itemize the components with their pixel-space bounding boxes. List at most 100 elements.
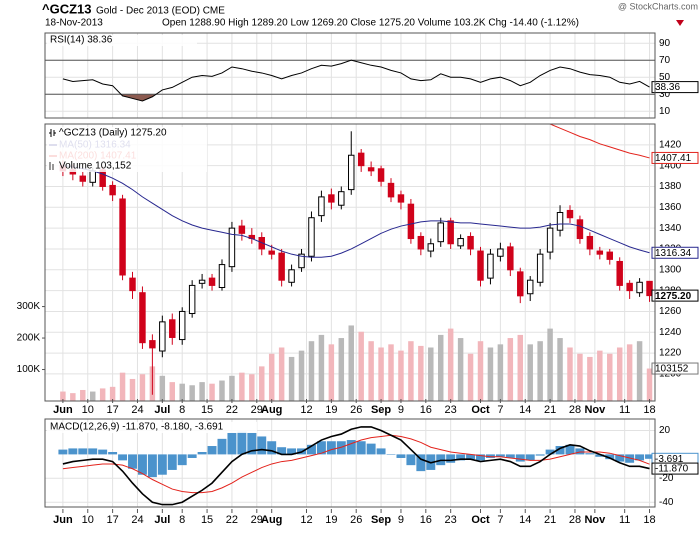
x-tick-label: 28 [569,514,581,526]
macd-histogram-bar [157,454,167,475]
volume-bar [99,388,106,401]
macd-histogram-bar [58,449,68,455]
volume-bar [89,391,96,401]
macd-histogram-bar [217,438,227,455]
x-tick-label: 24 [131,514,143,526]
candle-body [377,168,385,182]
macd-histogram-bar [326,441,336,455]
candle-body [417,235,425,250]
candle-body [596,250,604,255]
quote-summary: Open 1288.90 High 1289.20 Low 1269.20 Cl… [162,18,579,29]
candle-body [586,235,594,250]
x-tick-label: 10 [82,514,94,526]
y-tick-label: 30 [659,89,671,100]
candle-body [507,246,514,271]
candle-body [89,170,96,183]
volume-bar [428,347,434,401]
candle-body [228,227,236,268]
candle-body [526,279,534,295]
x-tick-label: 18 [643,404,655,416]
volume-bar [219,380,225,401]
candle-body [407,203,415,240]
candle-body [566,209,574,219]
value-marker-label: 103152 [655,364,689,375]
volume-bar [388,344,394,401]
macd-histogram-bar [515,454,525,462]
candle-body [169,319,176,338]
y-tick-label: 1360 [659,202,682,213]
macd-histogram-bar [386,454,396,455]
macd-histogram-bar [446,454,456,463]
macd-histogram-bar [376,448,386,455]
value-marker-label: -11.870 [655,464,689,475]
macd-histogram-bar [545,449,555,455]
macd-histogram-bar [485,454,495,458]
volume-bar [179,383,185,401]
volume-bar [408,341,414,401]
value-marker-label: 1407.41 [655,153,692,164]
candle-body [178,310,186,341]
volume-bar [646,368,653,401]
macd-histogram-bar [267,441,277,455]
macd-histogram-bar [625,454,635,463]
volume-bar [308,341,315,401]
candle-body [497,248,504,257]
rsi-line [62,59,650,102]
volume-bar [338,338,345,401]
volume-bar [368,341,374,401]
candle-body [278,252,285,281]
volume-bar [557,338,563,401]
y-tick-label: 70 [659,55,671,66]
volume-bar [189,385,195,401]
volume-bar [129,378,136,401]
macd-histogram-bar [505,454,515,458]
volume-bar [259,366,265,401]
volume-bar [607,353,613,401]
candle-body [288,269,295,283]
macd-line [62,426,650,506]
macd-legend: MACD(12,26,9) -11.870, -8.180, -3.691 [50,422,224,433]
x-tick-label: 16 [420,404,432,416]
macd-histogram-bar [605,454,615,460]
x-tick-label: 24 [131,404,143,416]
x-tick-label: 11 [619,514,630,526]
y-tick-label: 1260 [659,306,682,317]
volume-bar [517,334,524,401]
macd-histogram-bar [406,454,416,466]
value-marker [651,151,699,164]
macd-histogram-bar [336,441,346,455]
macd-histogram-bar [585,453,595,455]
volume-bar [547,328,553,401]
y-tick-label: 1420 [659,139,682,150]
macd-histogram-bar [118,454,128,461]
macd-histogram-bar [346,440,356,455]
volume-bar [268,353,275,401]
macd-histogram-bar [555,446,565,455]
macd-histogram-bar [147,454,157,478]
x-tick-label: Nov [584,514,606,526]
value-marker [651,81,699,94]
volume-bar [358,331,364,401]
candle-body [457,238,464,247]
macd-histogram-bar [575,448,585,455]
x-tick-label: 14 [519,514,531,526]
volume-bar [278,347,285,401]
value-marker [651,246,699,259]
volume-bar [616,347,623,401]
signal-line [62,434,650,494]
x-tick-label: 17 [106,514,118,526]
volume-bar [437,334,444,401]
candle-body [218,264,226,288]
macd-histogram-bar [525,454,535,461]
volume-bar [119,372,126,401]
x-tick-label: 19 [325,514,337,526]
volume-bar [597,350,603,401]
candle-body [298,253,305,269]
macd-histogram-bar [98,449,108,455]
candle-body [367,167,375,172]
candle-body [646,280,653,297]
change-arrow [676,20,684,26]
x-tick-label: Aug [261,404,282,416]
